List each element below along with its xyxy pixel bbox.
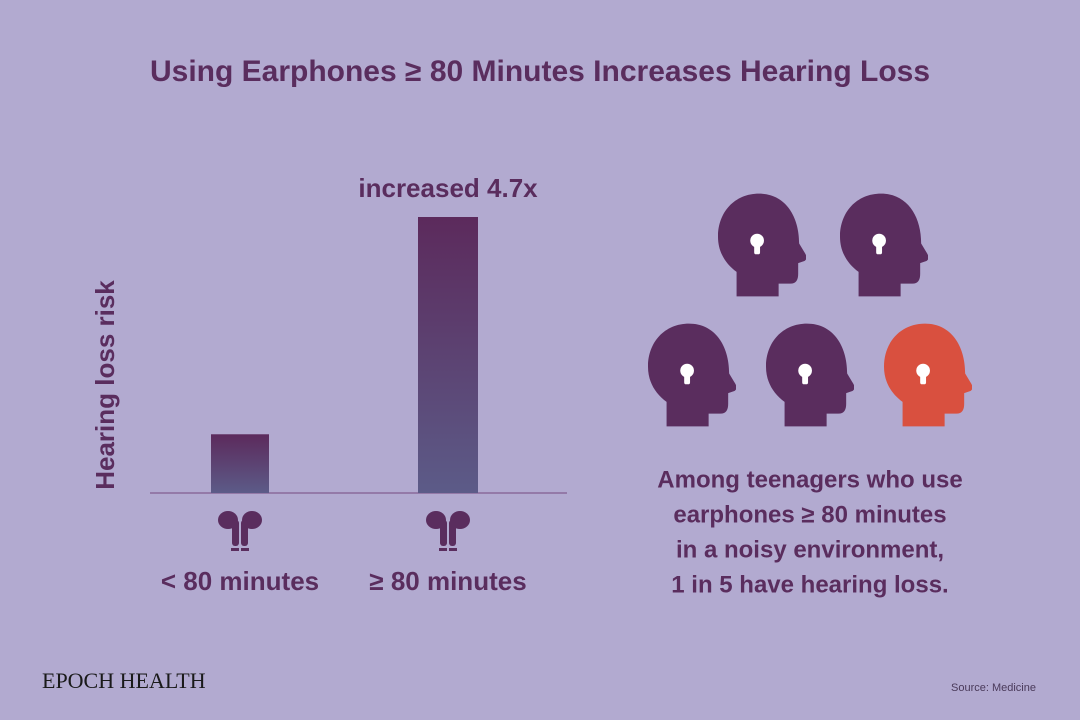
x-tick-label: ≥ 80 minutes (369, 566, 526, 596)
earphone-icon (426, 511, 470, 551)
annotation-line: earphones ≥ 80 minutes (673, 501, 946, 528)
y-axis-label: Hearing loss risk (90, 280, 120, 490)
chart-title: Using Earphones ≥ 80 Minutes Increases H… (150, 55, 930, 88)
head-icon-highlight (884, 323, 972, 427)
annotation-line: Among teenagers who use (657, 466, 962, 493)
head-icon (648, 323, 736, 427)
annotation: Among teenagers who use earphones ≥ 80 mi… (657, 466, 962, 598)
bar (211, 434, 269, 493)
bar (418, 217, 478, 493)
head-icon (718, 193, 806, 297)
data-label: increased 4.7x (358, 173, 538, 203)
x-tick-label: < 80 minutes (161, 566, 319, 596)
annotation-line: in a noisy environment, (676, 536, 944, 563)
source: Source: Medicine (951, 682, 1036, 694)
head-icon (766, 323, 854, 427)
brand: EPOCH HEALTH (42, 668, 206, 693)
earphone-icon (218, 511, 262, 551)
head-icon (840, 193, 928, 297)
annotation-line: 1 in 5 have hearing loss. (671, 571, 948, 598)
